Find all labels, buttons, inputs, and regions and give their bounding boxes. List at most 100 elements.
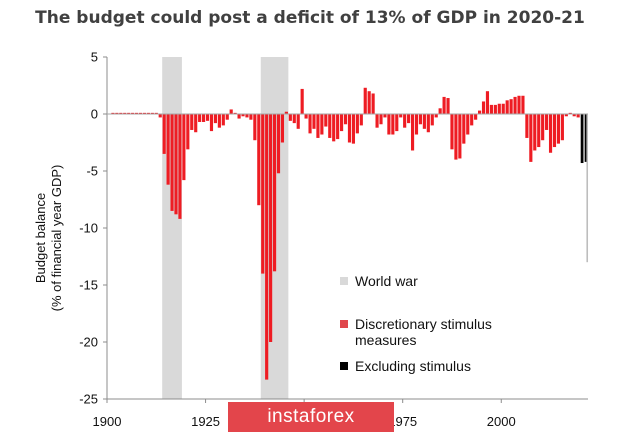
y-tick-labels: 5 0 -5 -10 -15 -20 -25	[79, 50, 98, 407]
bar-1997	[489, 104, 493, 114]
bar-1949	[300, 88, 304, 114]
bar-1995	[481, 101, 486, 114]
bar-1985	[442, 96, 446, 114]
bar-1907	[134, 112, 139, 114]
bar-1971	[387, 114, 391, 135]
bar-1984	[438, 108, 442, 114]
bar-1978	[414, 114, 419, 135]
bar-2012	[548, 114, 553, 153]
bar-1924	[202, 114, 206, 122]
bar-1951	[308, 114, 312, 134]
legend-swatch-1	[340, 277, 348, 285]
bar-2007	[529, 114, 533, 162]
bar-1909	[142, 112, 147, 114]
bar-2003	[513, 96, 517, 114]
bar-1912	[154, 112, 158, 114]
bar-2002	[509, 99, 513, 114]
bar-1991	[466, 114, 470, 135]
legend-swatch-3	[340, 362, 348, 370]
bar-1986	[446, 98, 450, 114]
bar-1960	[343, 114, 348, 125]
bar-1950	[304, 114, 308, 119]
bar-1954	[320, 114, 324, 135]
bar-1982	[430, 114, 434, 126]
bar-1910	[146, 112, 150, 114]
bar-1957	[332, 114, 336, 142]
bar-1925	[205, 114, 210, 121]
bar-2014	[556, 114, 561, 144]
bar-1916	[170, 114, 174, 211]
y-tick-label: -25	[79, 392, 98, 407]
watermark-logo: instaforex	[228, 402, 394, 432]
bar-1919	[182, 114, 186, 181]
bar-2008	[533, 114, 537, 151]
y-tick-label: -15	[79, 278, 98, 293]
legend-swatch-2	[340, 320, 348, 328]
x-tick-labels: 1900 1925 1975 2000	[93, 414, 516, 429]
legend-label-1: World war	[355, 273, 418, 289]
bar-1976	[407, 114, 411, 124]
bar-1939	[261, 114, 265, 274]
bar-1987	[450, 114, 454, 150]
bar-1934	[241, 114, 245, 117]
bar-1901	[111, 112, 115, 114]
x-tick-label: 2000	[487, 414, 516, 429]
bar-total-2020-21	[586, 114, 589, 263]
legend-label-3: Excluding stimulus	[355, 358, 471, 374]
bar-1915	[166, 114, 170, 185]
bar-1980	[422, 114, 426, 129]
bar-1926	[209, 114, 214, 132]
bar-1931	[229, 109, 233, 114]
bar-1922	[194, 114, 198, 133]
bar-excluding-stimulus-2021	[584, 114, 588, 162]
bar-1906	[131, 112, 135, 114]
bar-1973	[395, 114, 399, 132]
y-tick-label: 0	[91, 107, 98, 122]
bar-1972	[391, 114, 395, 135]
bar-1965	[363, 87, 367, 114]
bar-1947	[292, 114, 296, 124]
bar-1917	[174, 114, 178, 215]
bar-1994	[478, 110, 482, 114]
bar-1964	[359, 114, 363, 126]
world-war-band-1	[162, 57, 182, 399]
bar-1989	[458, 114, 462, 159]
bar-2017	[568, 112, 572, 114]
bar-1970	[383, 114, 387, 118]
y-axis-title-line: (% of financial year GDP)	[49, 165, 64, 312]
bar-1974	[399, 114, 403, 118]
bar-1902	[115, 112, 119, 114]
bar-1904	[123, 112, 127, 114]
bar-1929	[221, 114, 225, 126]
bar-1941	[269, 114, 273, 342]
watermark-text: instaforex	[267, 406, 355, 427]
bar-1935	[245, 114, 249, 118]
bar-1927	[213, 114, 217, 124]
bar-2006	[525, 114, 529, 138]
bar-2018	[572, 114, 576, 117]
bar-1998	[493, 104, 497, 114]
bar-1952	[312, 114, 316, 129]
chart-title: The budget could post a deficit of 13% o…	[35, 8, 585, 28]
bar-1993	[474, 114, 478, 120]
bar-2009	[537, 114, 541, 148]
y-tick-label: -20	[79, 335, 98, 350]
bar-1945	[284, 111, 288, 114]
bar-1956	[328, 114, 332, 138]
chart-axes	[103, 56, 588, 403]
bar-1940	[265, 114, 269, 380]
y-tick-label: -5	[86, 164, 98, 179]
bar-2001	[505, 100, 509, 114]
y-tick-label: -10	[79, 221, 98, 236]
bar-1908	[138, 112, 143, 114]
bar-1968	[375, 114, 379, 128]
bar-1923	[198, 114, 202, 122]
bar-2019	[576, 114, 580, 118]
bar-2000	[501, 103, 505, 114]
bar-1928	[217, 114, 221, 128]
budget-bars	[111, 87, 589, 380]
y-axis-title-line: Budget balance	[33, 193, 48, 283]
bar-1961	[347, 114, 352, 143]
bar-1953	[316, 114, 320, 138]
